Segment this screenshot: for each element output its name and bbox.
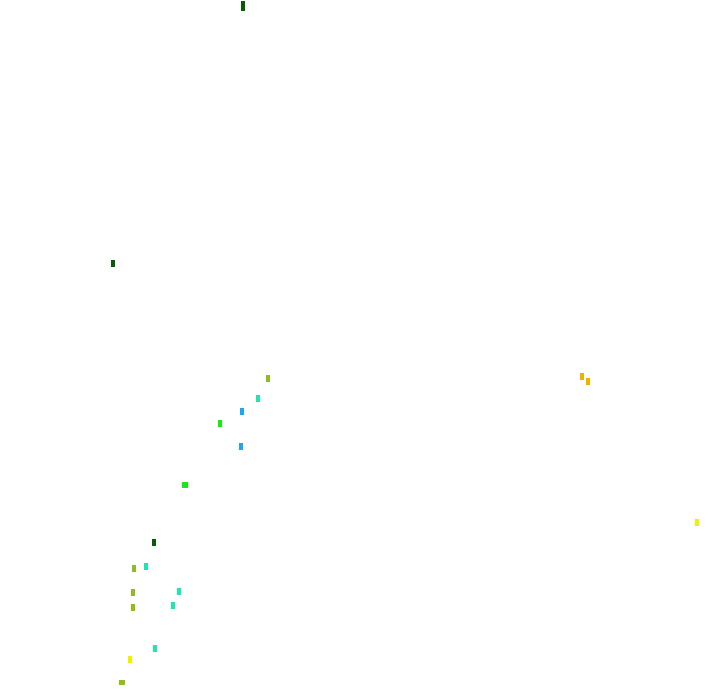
speck [152,539,156,546]
speck [131,589,135,596]
speck [144,563,148,570]
speck [218,420,222,427]
speck [131,604,135,611]
speck [132,565,136,572]
speck [240,408,244,415]
speck [241,1,245,11]
speck [171,602,175,609]
speck [695,519,699,526]
speck [128,656,132,663]
speck [239,443,243,450]
speck [266,375,270,382]
speck [256,395,260,402]
speck [177,588,181,595]
speck [153,645,157,652]
speck [119,680,125,685]
speck [580,373,584,380]
speck [182,482,188,488]
speck [111,260,115,267]
speck [586,378,590,385]
